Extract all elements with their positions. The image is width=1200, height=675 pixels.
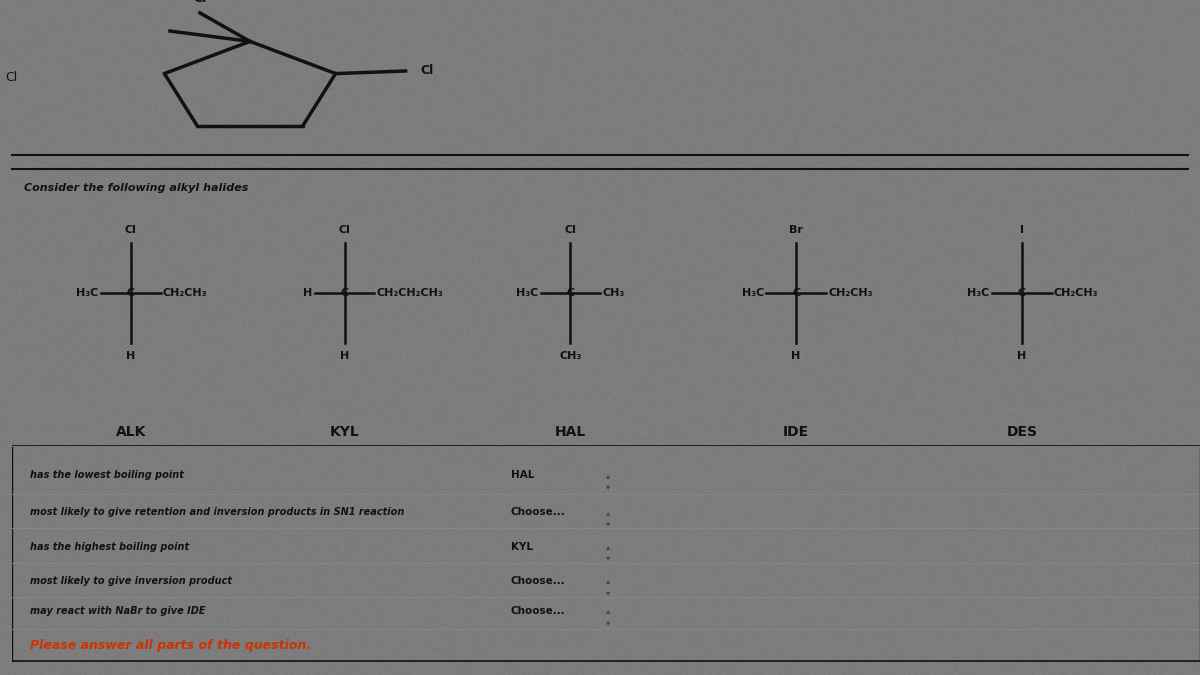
Text: DES: DES <box>1007 425 1037 439</box>
Text: Cl: Cl <box>193 0 206 5</box>
Text: H: H <box>126 352 136 361</box>
Text: KYL: KYL <box>330 425 360 439</box>
Text: Choose...: Choose... <box>511 507 565 517</box>
Text: Br: Br <box>790 225 803 235</box>
Text: HAL: HAL <box>554 425 586 439</box>
Text: I: I <box>1020 225 1024 235</box>
Text: ▴: ▴ <box>606 542 611 551</box>
Text: C: C <box>127 288 134 298</box>
Text: CH₂CH₃: CH₂CH₃ <box>828 288 872 298</box>
Text: ▾: ▾ <box>606 519 611 528</box>
Text: ▾: ▾ <box>606 618 611 627</box>
Text: ▴: ▴ <box>606 471 611 480</box>
Text: most likely to give inversion product: most likely to give inversion product <box>30 576 232 586</box>
Text: CH₂CH₃: CH₂CH₃ <box>1054 288 1098 298</box>
Text: H₃C: H₃C <box>967 288 990 298</box>
Text: Cl: Cl <box>5 71 17 84</box>
Text: has the highest boiling point: has the highest boiling point <box>30 541 188 551</box>
Text: ▾: ▾ <box>606 554 611 562</box>
Text: H: H <box>1018 352 1026 361</box>
Text: ▴: ▴ <box>606 576 611 585</box>
Text: H₃C: H₃C <box>516 288 539 298</box>
Text: Choose...: Choose... <box>511 576 565 586</box>
Text: Cl: Cl <box>125 225 137 235</box>
Text: Cl: Cl <box>564 225 576 235</box>
Text: C: C <box>341 288 349 298</box>
Text: ALK: ALK <box>115 425 146 439</box>
Text: H: H <box>792 352 800 361</box>
Text: H₃C: H₃C <box>77 288 98 298</box>
Text: Cl: Cl <box>338 225 350 235</box>
Text: Cl: Cl <box>420 65 434 78</box>
Text: CH₂CH₃: CH₂CH₃ <box>163 288 208 298</box>
Text: has the lowest boiling point: has the lowest boiling point <box>30 470 184 481</box>
Text: CH₂CH₂CH₃: CH₂CH₂CH₃ <box>377 288 444 298</box>
Text: H: H <box>340 352 349 361</box>
Text: C: C <box>566 288 575 298</box>
Text: Consider the following alkyl halides: Consider the following alkyl halides <box>24 182 248 192</box>
Text: H₃C: H₃C <box>742 288 764 298</box>
Text: ▾: ▾ <box>606 483 611 491</box>
Text: KYL: KYL <box>511 541 533 551</box>
Text: Please answer all parts of the question.: Please answer all parts of the question. <box>30 639 311 652</box>
Text: C: C <box>1018 288 1026 298</box>
Text: CH₃: CH₃ <box>559 352 582 361</box>
Text: HAL: HAL <box>511 470 534 481</box>
Text: Choose...: Choose... <box>511 606 565 616</box>
Text: C: C <box>792 288 800 298</box>
Text: most likely to give retention and inversion products in SN1 reaction: most likely to give retention and invers… <box>30 507 404 517</box>
Text: may react with NaBr to give IDE: may react with NaBr to give IDE <box>30 606 205 616</box>
Text: IDE: IDE <box>784 425 809 439</box>
Text: ▴: ▴ <box>606 508 611 516</box>
Text: H: H <box>304 288 312 298</box>
Text: CH₃: CH₃ <box>602 288 625 298</box>
Text: ▴: ▴ <box>606 606 611 616</box>
Text: ▾: ▾ <box>606 588 611 597</box>
